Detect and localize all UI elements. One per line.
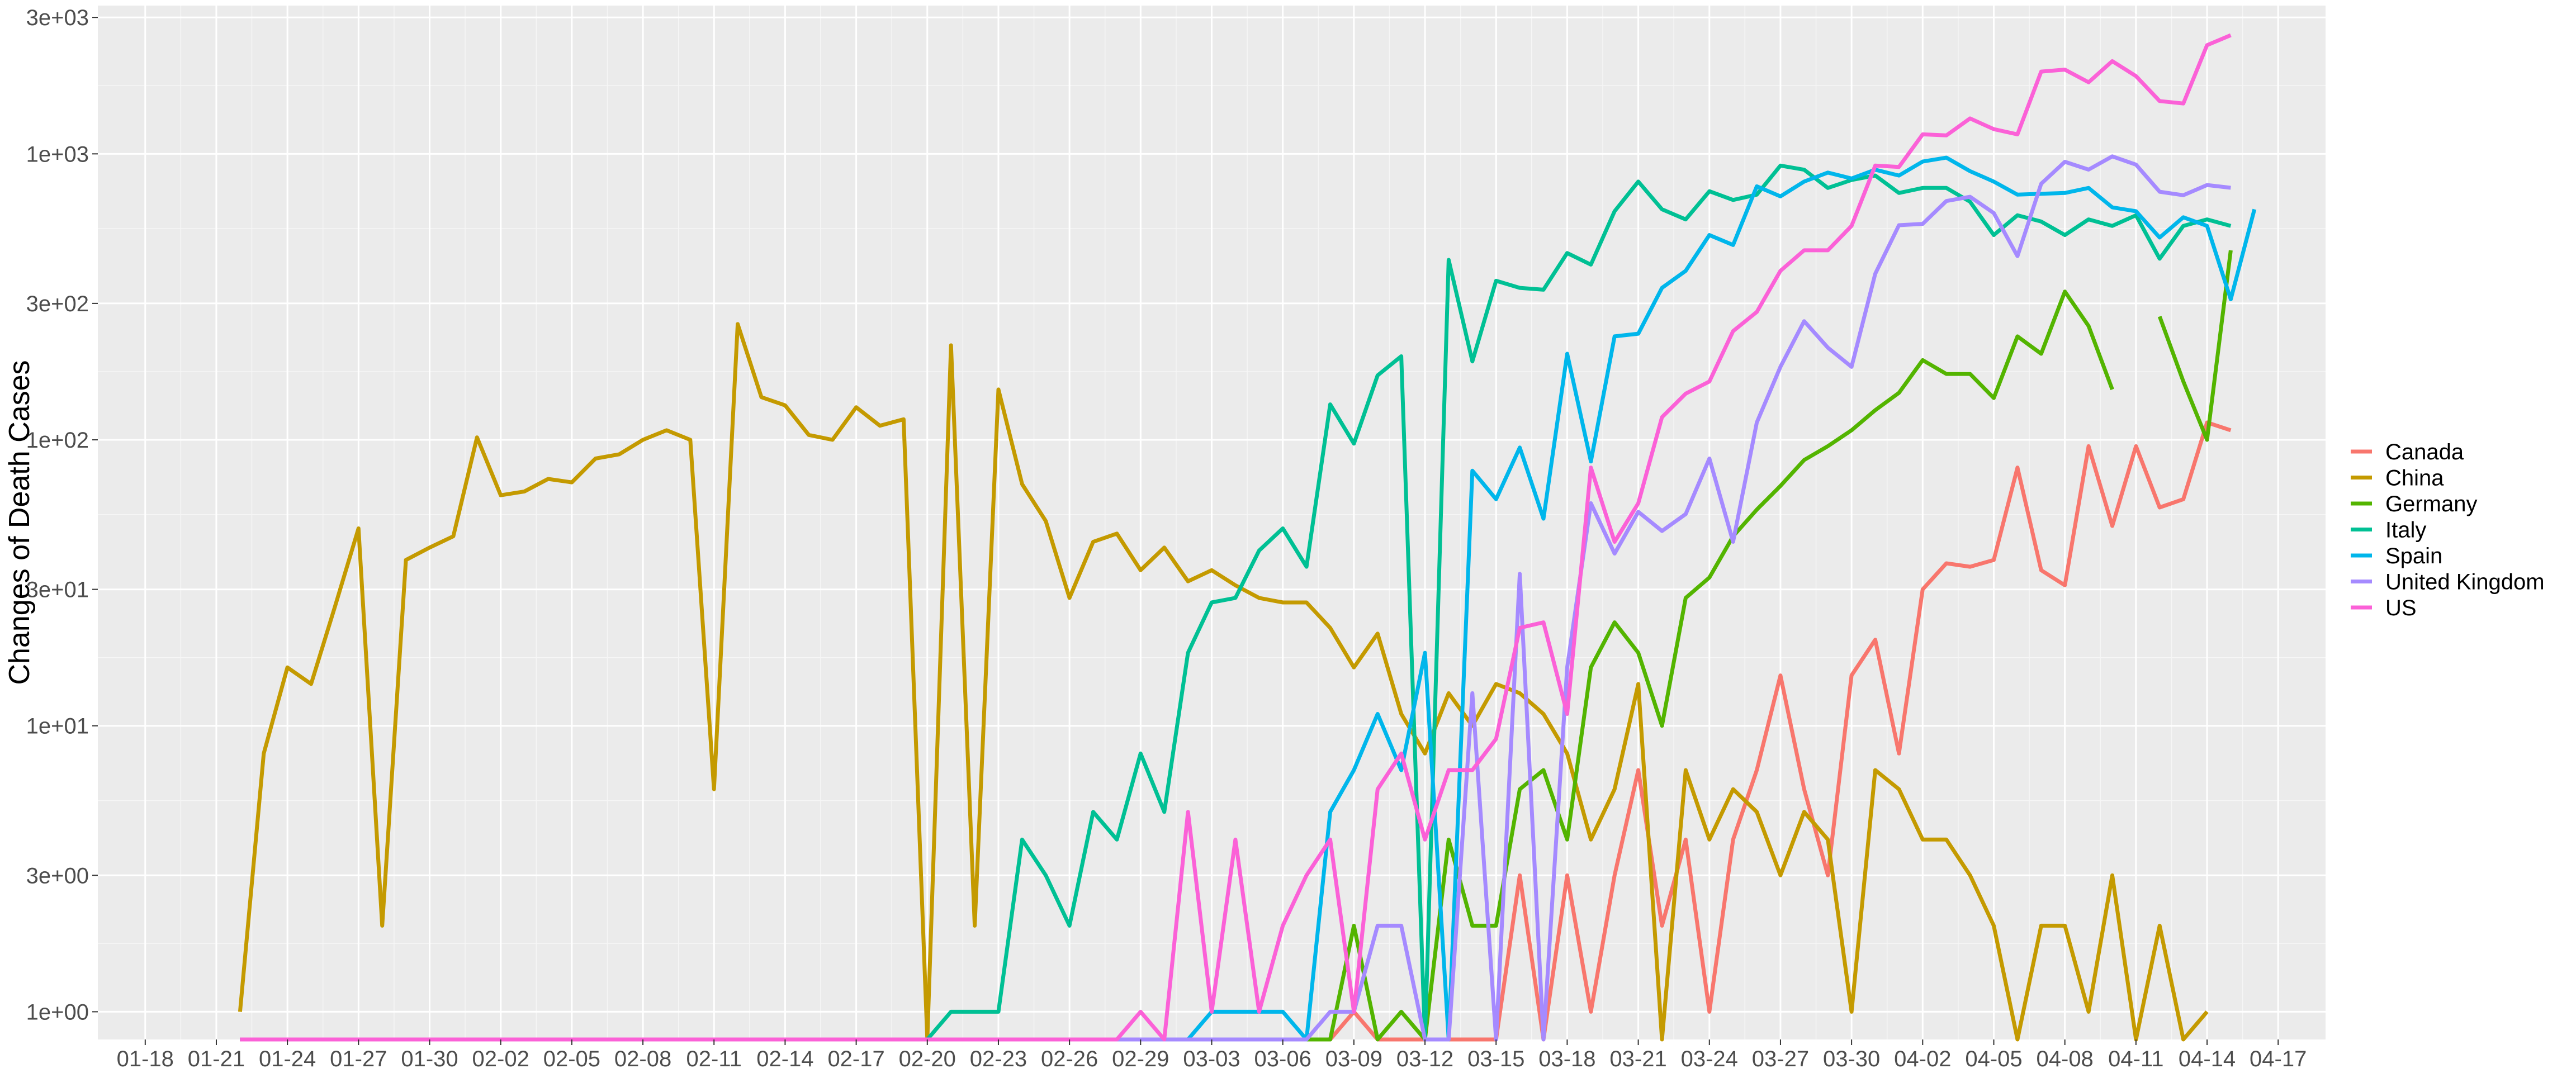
legend-label: Germany <box>2385 492 2478 516</box>
x-tick-label: 04-08 <box>2037 1047 2094 1071</box>
x-tick-label: 02-11 <box>686 1047 742 1071</box>
x-tick-label: 04-02 <box>1894 1047 1951 1071</box>
series-line-spain <box>240 155 2257 1042</box>
legend-label: Spain <box>2385 544 2442 568</box>
x-tick-label: 02-02 <box>472 1047 529 1071</box>
x-tick-label: 03-09 <box>1325 1047 1382 1071</box>
legend-label: US <box>2385 596 2417 620</box>
series-line-us <box>240 33 2232 1042</box>
x-tick-label: 01-27 <box>330 1047 387 1071</box>
x-tick-label: 02-20 <box>899 1047 956 1071</box>
legend-label: China <box>2385 466 2444 491</box>
legend-label: Canada <box>2385 440 2464 464</box>
x-tick-label: 02-08 <box>614 1047 671 1071</box>
x-tick-label: 02-17 <box>827 1047 884 1071</box>
series-line-united-kingdom <box>240 154 2231 1042</box>
x-tick-label: 03-30 <box>1823 1047 1880 1071</box>
y-axis: 1e+00 3e+00 1e+01 3e+01 1e+02 3e+02 1e+03 3e+03 <box>26 6 98 1024</box>
x-tick-label: 03-24 <box>1681 1047 1738 1071</box>
x-tick-label: 01-24 <box>259 1047 316 1071</box>
y-tick-label: 3e+01 <box>26 578 89 602</box>
y-axis-title: Changes of Death Cases <box>3 360 36 685</box>
x-tick-label: 04-11 <box>2108 1047 2163 1071</box>
x-tick-label: 03-06 <box>1254 1047 1311 1071</box>
x-tick-label: 02-14 <box>756 1047 813 1071</box>
series-line-germany <box>2157 250 2233 442</box>
major-grid <box>98 6 2326 1039</box>
x-tick-label: 03-21 <box>1609 1047 1666 1071</box>
x-tick-label: 03-15 <box>1467 1047 1524 1071</box>
x-tick-label: 02-05 <box>543 1047 600 1071</box>
y-tick-label: 1e+01 <box>26 714 89 739</box>
series-line-canada <box>240 420 2232 1042</box>
y-tick-label: 1e+00 <box>26 1000 89 1024</box>
series-layer <box>238 33 2257 1042</box>
x-tick-label: 03-03 <box>1183 1047 1240 1071</box>
y-tick-label: 3e+02 <box>26 292 89 316</box>
y-tick-label: 3e+03 <box>26 6 89 30</box>
x-tick-label: 02-23 <box>970 1047 1027 1071</box>
y-tick-label: 1e+03 <box>26 142 89 167</box>
y-tick-label: 1e+02 <box>26 428 89 453</box>
x-tick-label: 04-14 <box>2179 1047 2236 1071</box>
x-tick-label: 01-30 <box>401 1047 458 1071</box>
x-tick-label: 02-29 <box>1112 1047 1169 1071</box>
x-tick-label: 01-18 <box>117 1047 174 1071</box>
y-tick-label: 3e+00 <box>26 863 89 888</box>
x-tick-label: 03-27 <box>1752 1047 1809 1071</box>
series-line-italy <box>240 163 2232 1042</box>
legend-label: Italy <box>2385 518 2426 543</box>
x-tick-label: 03-18 <box>1538 1047 1595 1071</box>
legend-label: United Kingdom <box>2385 570 2545 595</box>
x-axis: 01-18 01-21 01-24 01-27 01-30 02-02 02-05 02-08… <box>117 1039 2307 1071</box>
series-line-china <box>238 322 2209 1042</box>
x-tick-label: 04-17 <box>2250 1047 2307 1071</box>
x-tick-label: 03-12 <box>1396 1047 1453 1071</box>
x-tick-label: 04-05 <box>1965 1047 2022 1071</box>
x-tick-label: 02-26 <box>1041 1047 1098 1071</box>
x-tick-label: 01-21 <box>188 1047 245 1071</box>
